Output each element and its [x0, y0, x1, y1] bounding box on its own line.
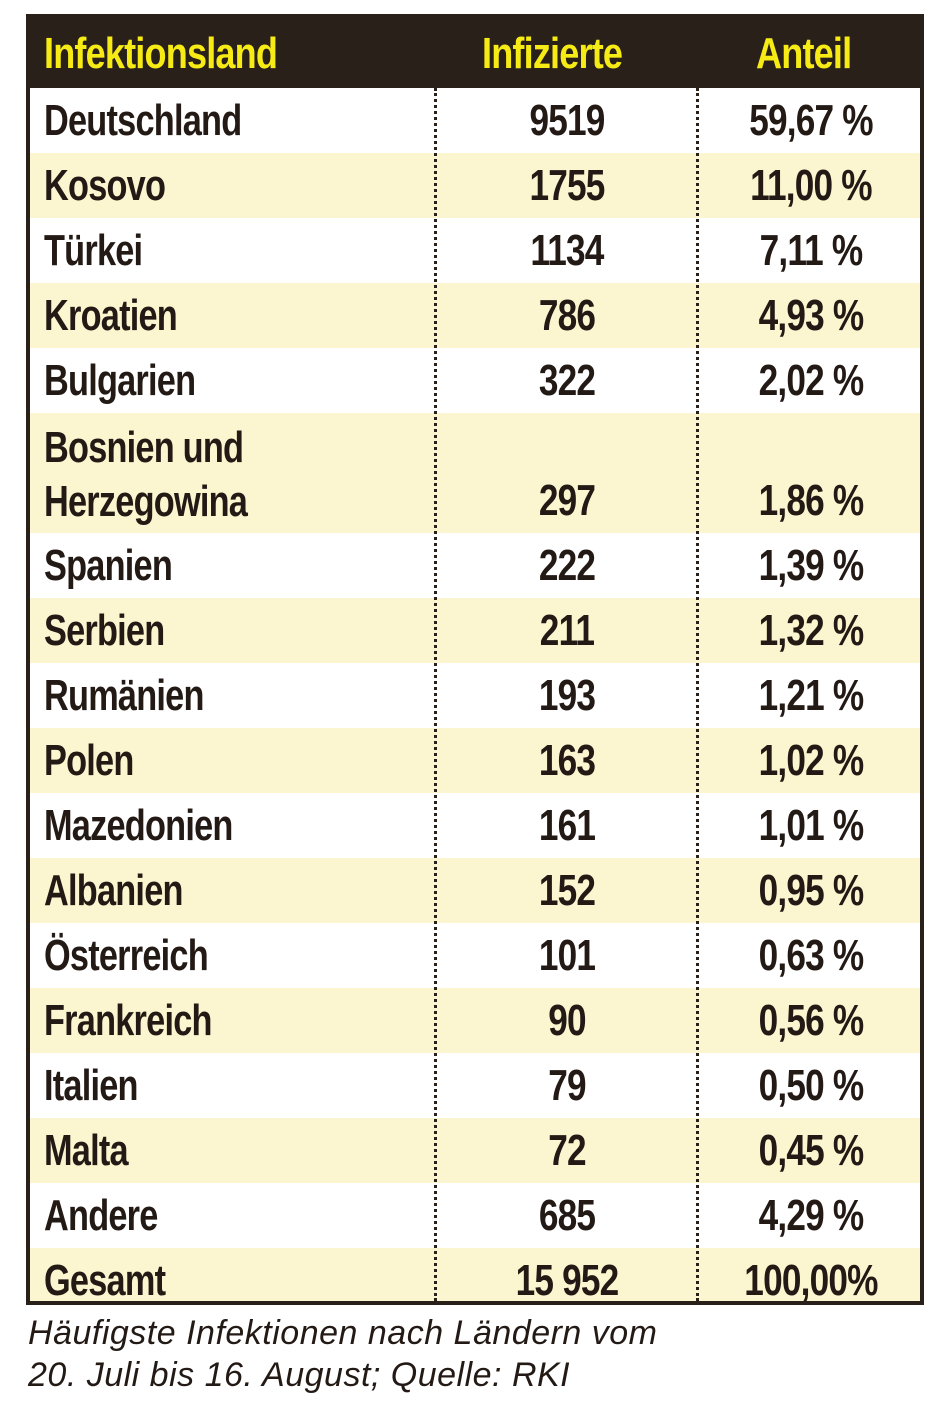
cell-infected: 685 [538, 1191, 596, 1240]
table-row: Mazedonien 161 1,01 % [30, 793, 920, 858]
table-row: Spanien 222 1,39 % [30, 533, 920, 598]
table-row: Frankreich 90 0,56 % [30, 988, 920, 1053]
cell-infected: 72 [548, 1126, 586, 1175]
table-row: Malta 72 0,45 % [30, 1118, 920, 1183]
cell-share: 0,45 % [758, 1126, 865, 1175]
cell-infected: 1755 [529, 161, 605, 210]
table-caption: Häufigste Infektionen nach Ländern vom 2… [28, 1312, 908, 1396]
cell-share: 0,95 % [758, 866, 865, 915]
cell-country: Österreich [44, 931, 209, 980]
cell-share: 4,93 % [758, 291, 865, 340]
cell-share: 0,63 % [758, 931, 865, 980]
cell-infected: 79 [548, 1061, 586, 1110]
cell-country: Kroatien [44, 291, 178, 340]
cell-country: Albanien [44, 866, 183, 915]
cell-country: Bosnien und Herzegowina [44, 423, 248, 526]
table-row: Gesamt 15 952 100,00% [30, 1248, 920, 1301]
cell-infected: 322 [538, 356, 596, 405]
column-header-country: Infektionsland [44, 29, 278, 78]
table-row: Andere 685 4,29 % [30, 1183, 920, 1248]
cell-infected: 15 952 [515, 1256, 620, 1301]
column-divider-2 [696, 88, 699, 1301]
cell-infected: 1134 [530, 226, 604, 275]
cell-country: Gesamt [44, 1256, 166, 1301]
cell-infected: 786 [538, 291, 596, 340]
cell-infected: 161 [538, 801, 596, 850]
cell-infected: 222 [538, 541, 596, 590]
cell-country: Andere [44, 1191, 158, 1240]
cell-share: 4,29 % [758, 1191, 865, 1240]
cell-country: Spanien [44, 541, 173, 590]
cell-share: 1,01 % [758, 801, 865, 850]
cell-share: 1,02 % [758, 736, 865, 785]
cell-country: Italien [44, 1061, 139, 1110]
table-row: Bulgarien 322 2,02 % [30, 348, 920, 413]
caption-line-1: Häufigste Infektionen nach Ländern vom [28, 1314, 658, 1352]
cell-country: Polen [44, 736, 134, 785]
table-header: Infektionsland Infizierte Anteil [30, 18, 920, 88]
cell-country: Rumänien [44, 671, 204, 720]
cell-infected: 211 [539, 606, 595, 655]
cell-country: Bulgarien [44, 356, 196, 405]
column-divider-1 [434, 88, 437, 1301]
cell-share: 2,02 % [758, 356, 865, 405]
table-row: Rumänien 193 1,21 % [30, 663, 920, 728]
cell-country: Mazedonien [44, 801, 233, 850]
table-body: Infektionsland Infizierte Anteil Deutsch… [30, 18, 920, 1301]
cell-infected: 101 [538, 931, 596, 980]
table-row: Kosovo 1755 11,00 % [30, 153, 920, 218]
table-row: Bosnien und Herzegowina 297 1,86 % [30, 413, 920, 533]
cell-infected: 297 [538, 476, 596, 525]
cell-country: Deutschland [44, 96, 242, 145]
cell-country: Frankreich [44, 996, 212, 1045]
table-row: Serbien 211 1,32 % [30, 598, 920, 663]
table-row: Kroatien 786 4,93 % [30, 283, 920, 348]
column-header-share: Anteil [756, 29, 852, 78]
cell-share: 1,39 % [758, 541, 865, 590]
cell-country: Kosovo [44, 161, 166, 210]
cell-share: 1,32 % [758, 606, 865, 655]
cell-infected: 193 [538, 671, 596, 720]
cell-share: 1,86 % [758, 476, 865, 525]
table-row: Deutschland 9519 59,67 % [30, 88, 920, 153]
table-rows: Deutschland 9519 59,67 % Kosovo 1755 11,00 % T… [30, 88, 920, 1301]
table-row: Polen 163 1,02 % [30, 728, 920, 793]
cell-infected: 163 [538, 736, 596, 785]
table-row: Türkei 1134 7,11 % [30, 218, 920, 283]
caption-line-2: 20. Juli bis 16. August; Quelle: RKI [28, 1356, 571, 1394]
cell-share: 100,00% [744, 1256, 878, 1301]
cell-infected: 152 [538, 866, 596, 915]
table-row: Italien 79 0,50 % [30, 1053, 920, 1118]
table-frame: Infektionsland Infizierte Anteil Deutsch… [26, 14, 924, 1305]
cell-share: 59,67 % [749, 96, 873, 145]
cell-share: 7,11 % [759, 226, 864, 275]
cell-share: 0,50 % [758, 1061, 865, 1110]
cell-share: 0,56 % [758, 996, 865, 1045]
cell-country: Serbien [44, 606, 165, 655]
column-header-infected: Infizierte [482, 29, 623, 78]
cell-infected: 90 [548, 996, 586, 1045]
table-row: Österreich 101 0,63 % [30, 923, 920, 988]
cell-country: Türkei [44, 226, 143, 275]
cell-infected: 9519 [529, 96, 605, 145]
cell-share: 11,00 % [750, 161, 872, 210]
cell-country: Malta [44, 1126, 129, 1175]
table-row: Albanien 152 0,95 % [30, 858, 920, 923]
cell-share: 1,21 % [758, 671, 865, 720]
